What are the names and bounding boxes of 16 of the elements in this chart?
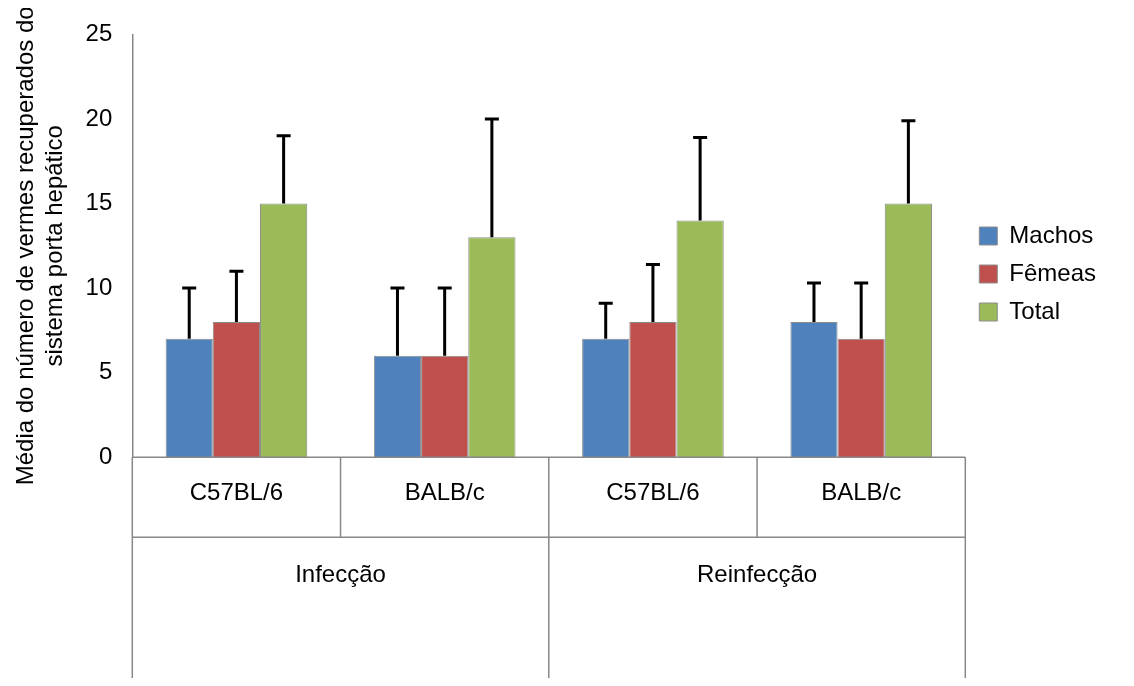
x-tick-label: C57BL/6 <box>606 478 700 506</box>
y-tick-label: 10 <box>85 272 113 300</box>
legend-label: Machos <box>1009 220 1094 248</box>
legend-label: Fêmeas <box>1009 258 1097 286</box>
y-tick-label: 0 <box>98 441 113 469</box>
y-axis-title: Média do número de vermes recuperados do sistema porta hepático <box>11 6 67 486</box>
y-tick-label: 5 <box>98 357 113 385</box>
text: Reinfecção <box>697 559 818 587</box>
x-tick-label: BALB/c <box>821 478 902 506</box>
y-tick-label: 15 <box>85 188 113 216</box>
y-tick-label: 20 <box>85 103 113 131</box>
y-tick-label: 25 <box>85 19 113 47</box>
x-tick-label: BALB/c <box>404 478 485 506</box>
x-tick-label: C57BL/6 <box>189 478 284 506</box>
legend-label: Total <box>1009 296 1061 324</box>
text: Infecção <box>295 559 386 587</box>
